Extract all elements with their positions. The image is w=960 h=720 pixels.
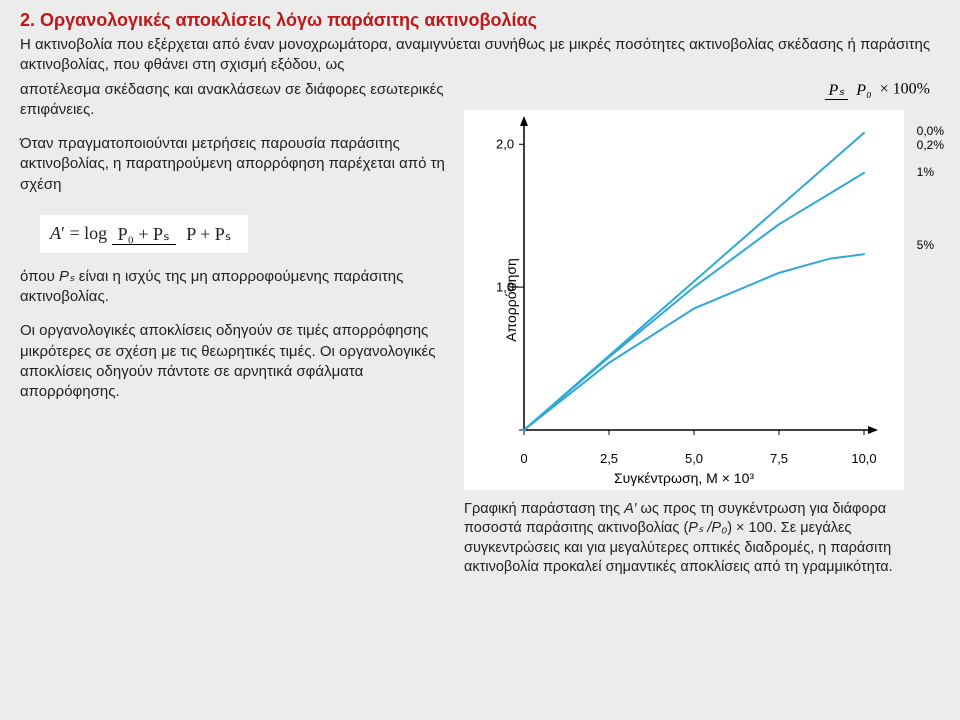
chart-caption: Γραφική παράσταση της A′ ως προς τη συγκ…: [464, 500, 904, 578]
chart-svg: [464, 110, 904, 490]
p3-a: όπου: [20, 268, 59, 285]
para-4: Οι οργανολογικές αποκλίσεις οδηγούν σε τ…: [20, 321, 450, 402]
para-1: αποτέλεσμα σκέδασης και ανακλάσεων σε δι…: [20, 80, 450, 121]
p3-b: είναι η ισχύς της μη απορροφούμενης παρά…: [20, 268, 403, 305]
para-3: όπου Pₛ είναι η ισχύς της μη απορροφούμε…: [20, 267, 450, 308]
x-tick: 0: [520, 451, 527, 466]
para-2: Όταν πραγματοποιούνται μετρήσεις παρουσί…: [20, 134, 450, 195]
x-tick: 10,0: [851, 451, 876, 466]
x-tick: 2,5: [600, 451, 618, 466]
curve-label: 5%: [917, 238, 934, 252]
two-column-layout: αποτέλεσμα σκέδασης και ανακλάσεων σε δι…: [20, 80, 940, 578]
formula-aprime: A′ = log P₀ + Pₛ P + Pₛ: [40, 215, 248, 253]
x-tick: 7,5: [770, 451, 788, 466]
cap-i: A′: [624, 501, 636, 517]
cap-a: Γραφική παράσταση της: [464, 501, 624, 517]
formula-den: P + Pₛ: [180, 224, 237, 244]
ratio-label: Pₛ P₀ × 100%: [825, 80, 930, 100]
y-tick: 1,0: [496, 279, 514, 294]
x-tick: 5,0: [685, 451, 703, 466]
intro-text: Η ακτινοβολία που εξέρχεται από έναν μον…: [20, 35, 940, 76]
left-column: αποτέλεσμα σκέδασης και ανακλάσεων σε δι…: [20, 80, 450, 578]
ratio-suffix: × 100%: [876, 80, 930, 97]
y-axis-label: Απορρόφηση: [503, 258, 519, 342]
formula-lhs: A′ = log: [50, 223, 112, 243]
curve-label: 1%: [917, 165, 934, 179]
ratio-num: Pₛ: [825, 82, 849, 100]
formula-num: P₀ + Pₛ: [112, 224, 176, 245]
right-column: Pₛ P₀ × 100% Απορρόφηση Συγκέντρωση, M ×…: [464, 80, 940, 578]
ratio-den: P₀: [852, 82, 875, 99]
chart: Απορρόφηση Συγκέντρωση, M × 10³ 1,0 2,0 0 2…: [464, 110, 904, 490]
curve-label: 0,2%: [917, 138, 944, 152]
x-axis-label: Συγκέντρωση, M × 10³: [614, 470, 754, 486]
y-tick: 2,0: [496, 136, 514, 151]
p3-i: Pₛ: [59, 268, 75, 285]
section-title: 2. Οργανολογικές αποκλίσεις λόγω παράσιτ…: [20, 10, 940, 31]
curve-label: 0,0%: [917, 124, 944, 138]
cap-c: Pₛ /P₀: [688, 520, 727, 536]
